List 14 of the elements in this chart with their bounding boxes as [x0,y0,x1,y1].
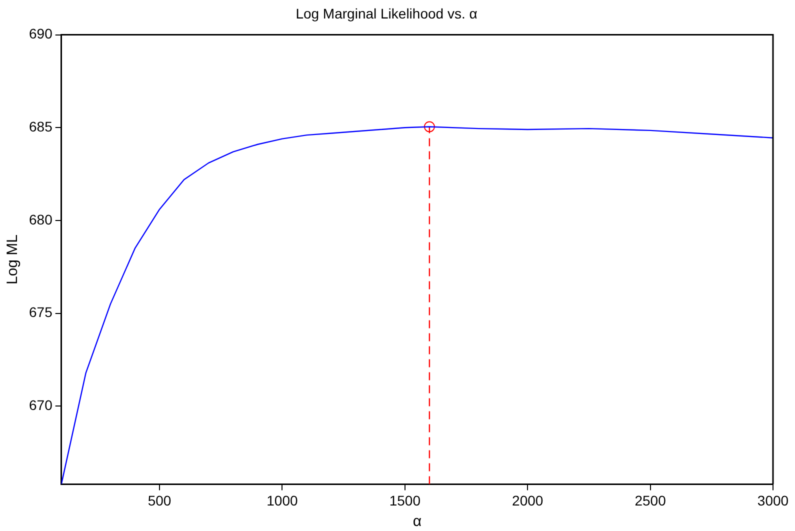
x-tick-label: 1000 [266,492,298,508]
y-axis-title: Log ML [4,234,22,285]
y-tick-label: 690 [29,26,53,42]
y-tick-label: 685 [29,118,53,135]
chart-title: Log Marginal Likelihood vs. α [296,5,478,22]
x-tick-label: 2000 [512,492,544,508]
y-tick-label: 680 [29,211,53,228]
x-tick-label: 3000 [757,492,789,508]
x-axis-title: α [412,513,422,530]
x-tick-label: 2500 [634,492,666,508]
y-tick-label: 670 [29,397,53,414]
x-tick-label: 500 [148,492,172,508]
x-tick-label: 1500 [389,492,421,508]
y-tick-label: 675 [29,304,53,320]
